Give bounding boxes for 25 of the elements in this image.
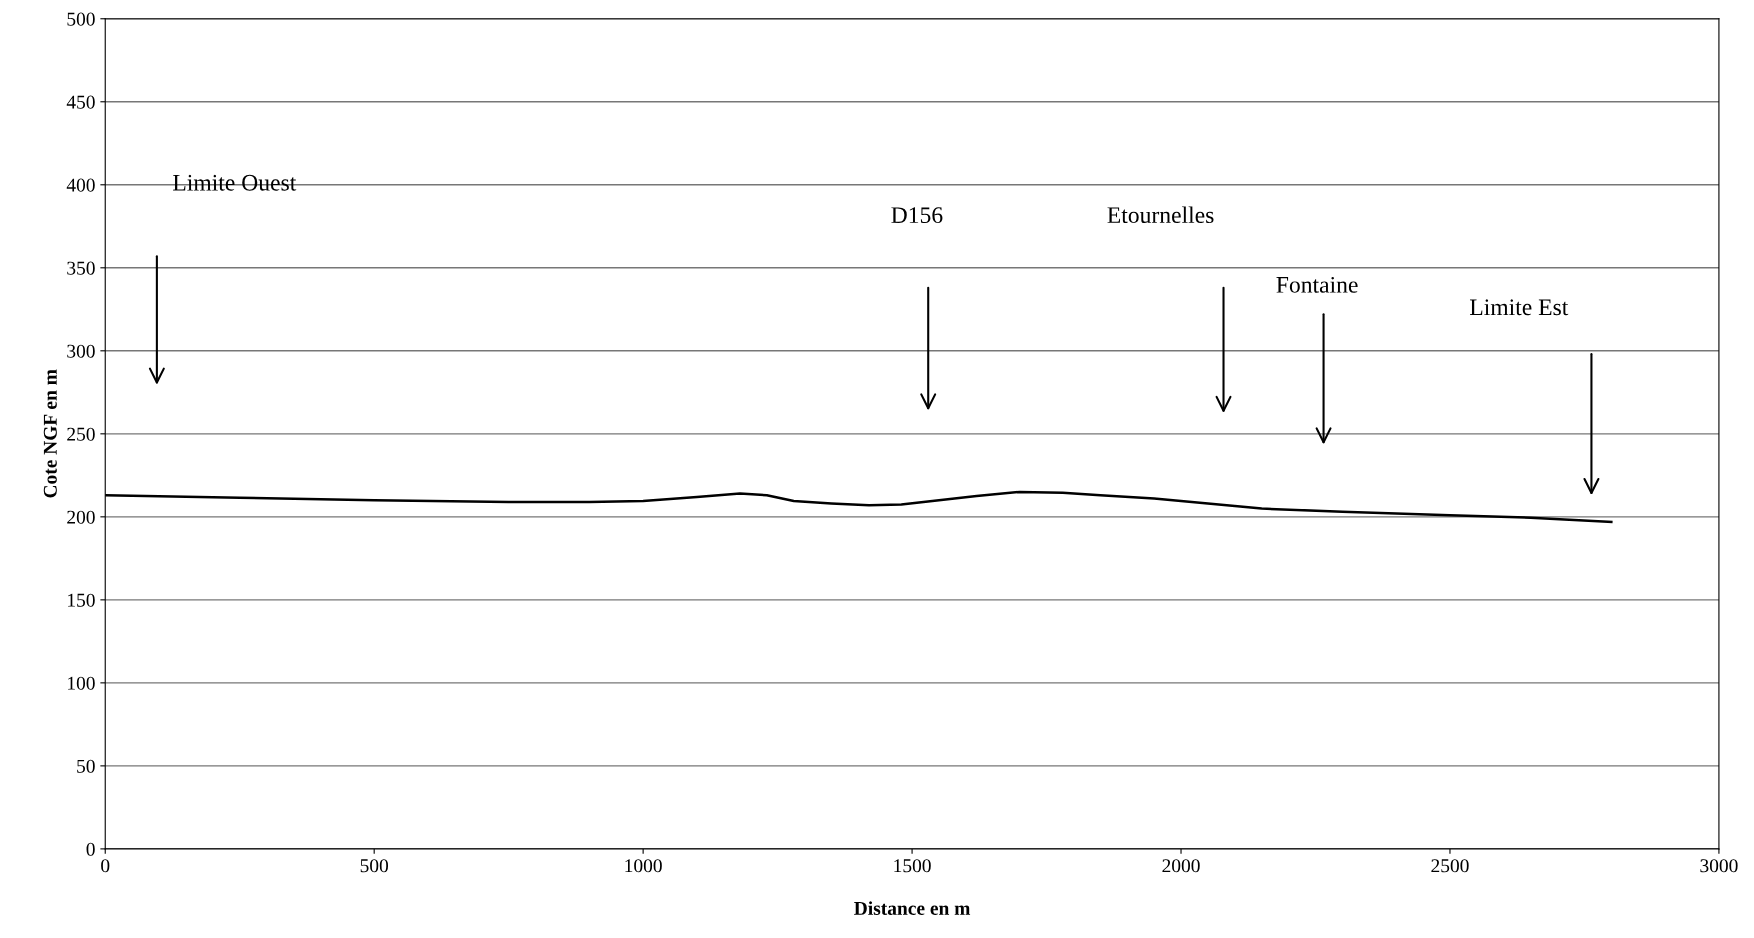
y-tick-label: 100 — [68, 676, 95, 690]
x-tick-label: 1000 — [625, 859, 662, 873]
y-tick-label: 400 — [66, 178, 95, 192]
x-tick-label: 3000 — [1700, 859, 1738, 873]
y-tick-label: 50 — [77, 759, 95, 773]
x-tick-label: 2500 — [1431, 859, 1469, 873]
y-axis-title: Cote NGF en m — [43, 369, 57, 498]
annotation: Fontaine — [1276, 276, 1358, 293]
x-tick-label: 1500 — [894, 859, 931, 873]
x-tick-label: 0 — [101, 859, 110, 873]
annotation: D156 — [891, 207, 943, 224]
x-axis-title: Distance en m — [854, 901, 971, 915]
annotation: Limite Est — [1469, 299, 1569, 316]
y-tick-label: 200 — [67, 510, 95, 524]
y-tick-label: 450 — [66, 95, 95, 109]
x-tick-label: 2000 — [1162, 859, 1200, 873]
y-tick-label: 350 — [67, 261, 95, 275]
annotation: Etournelles — [1107, 206, 1214, 224]
y-tick-label: 500 — [67, 12, 95, 26]
annotation: Limite Ouest — [173, 174, 297, 191]
y-tick-label: 150 — [68, 593, 95, 607]
y-tick-label: 300 — [67, 344, 95, 358]
y-tick-label: 0 — [86, 842, 95, 856]
x-tick-label: 500 — [360, 859, 389, 873]
y-tick-label: 250 — [67, 427, 95, 441]
